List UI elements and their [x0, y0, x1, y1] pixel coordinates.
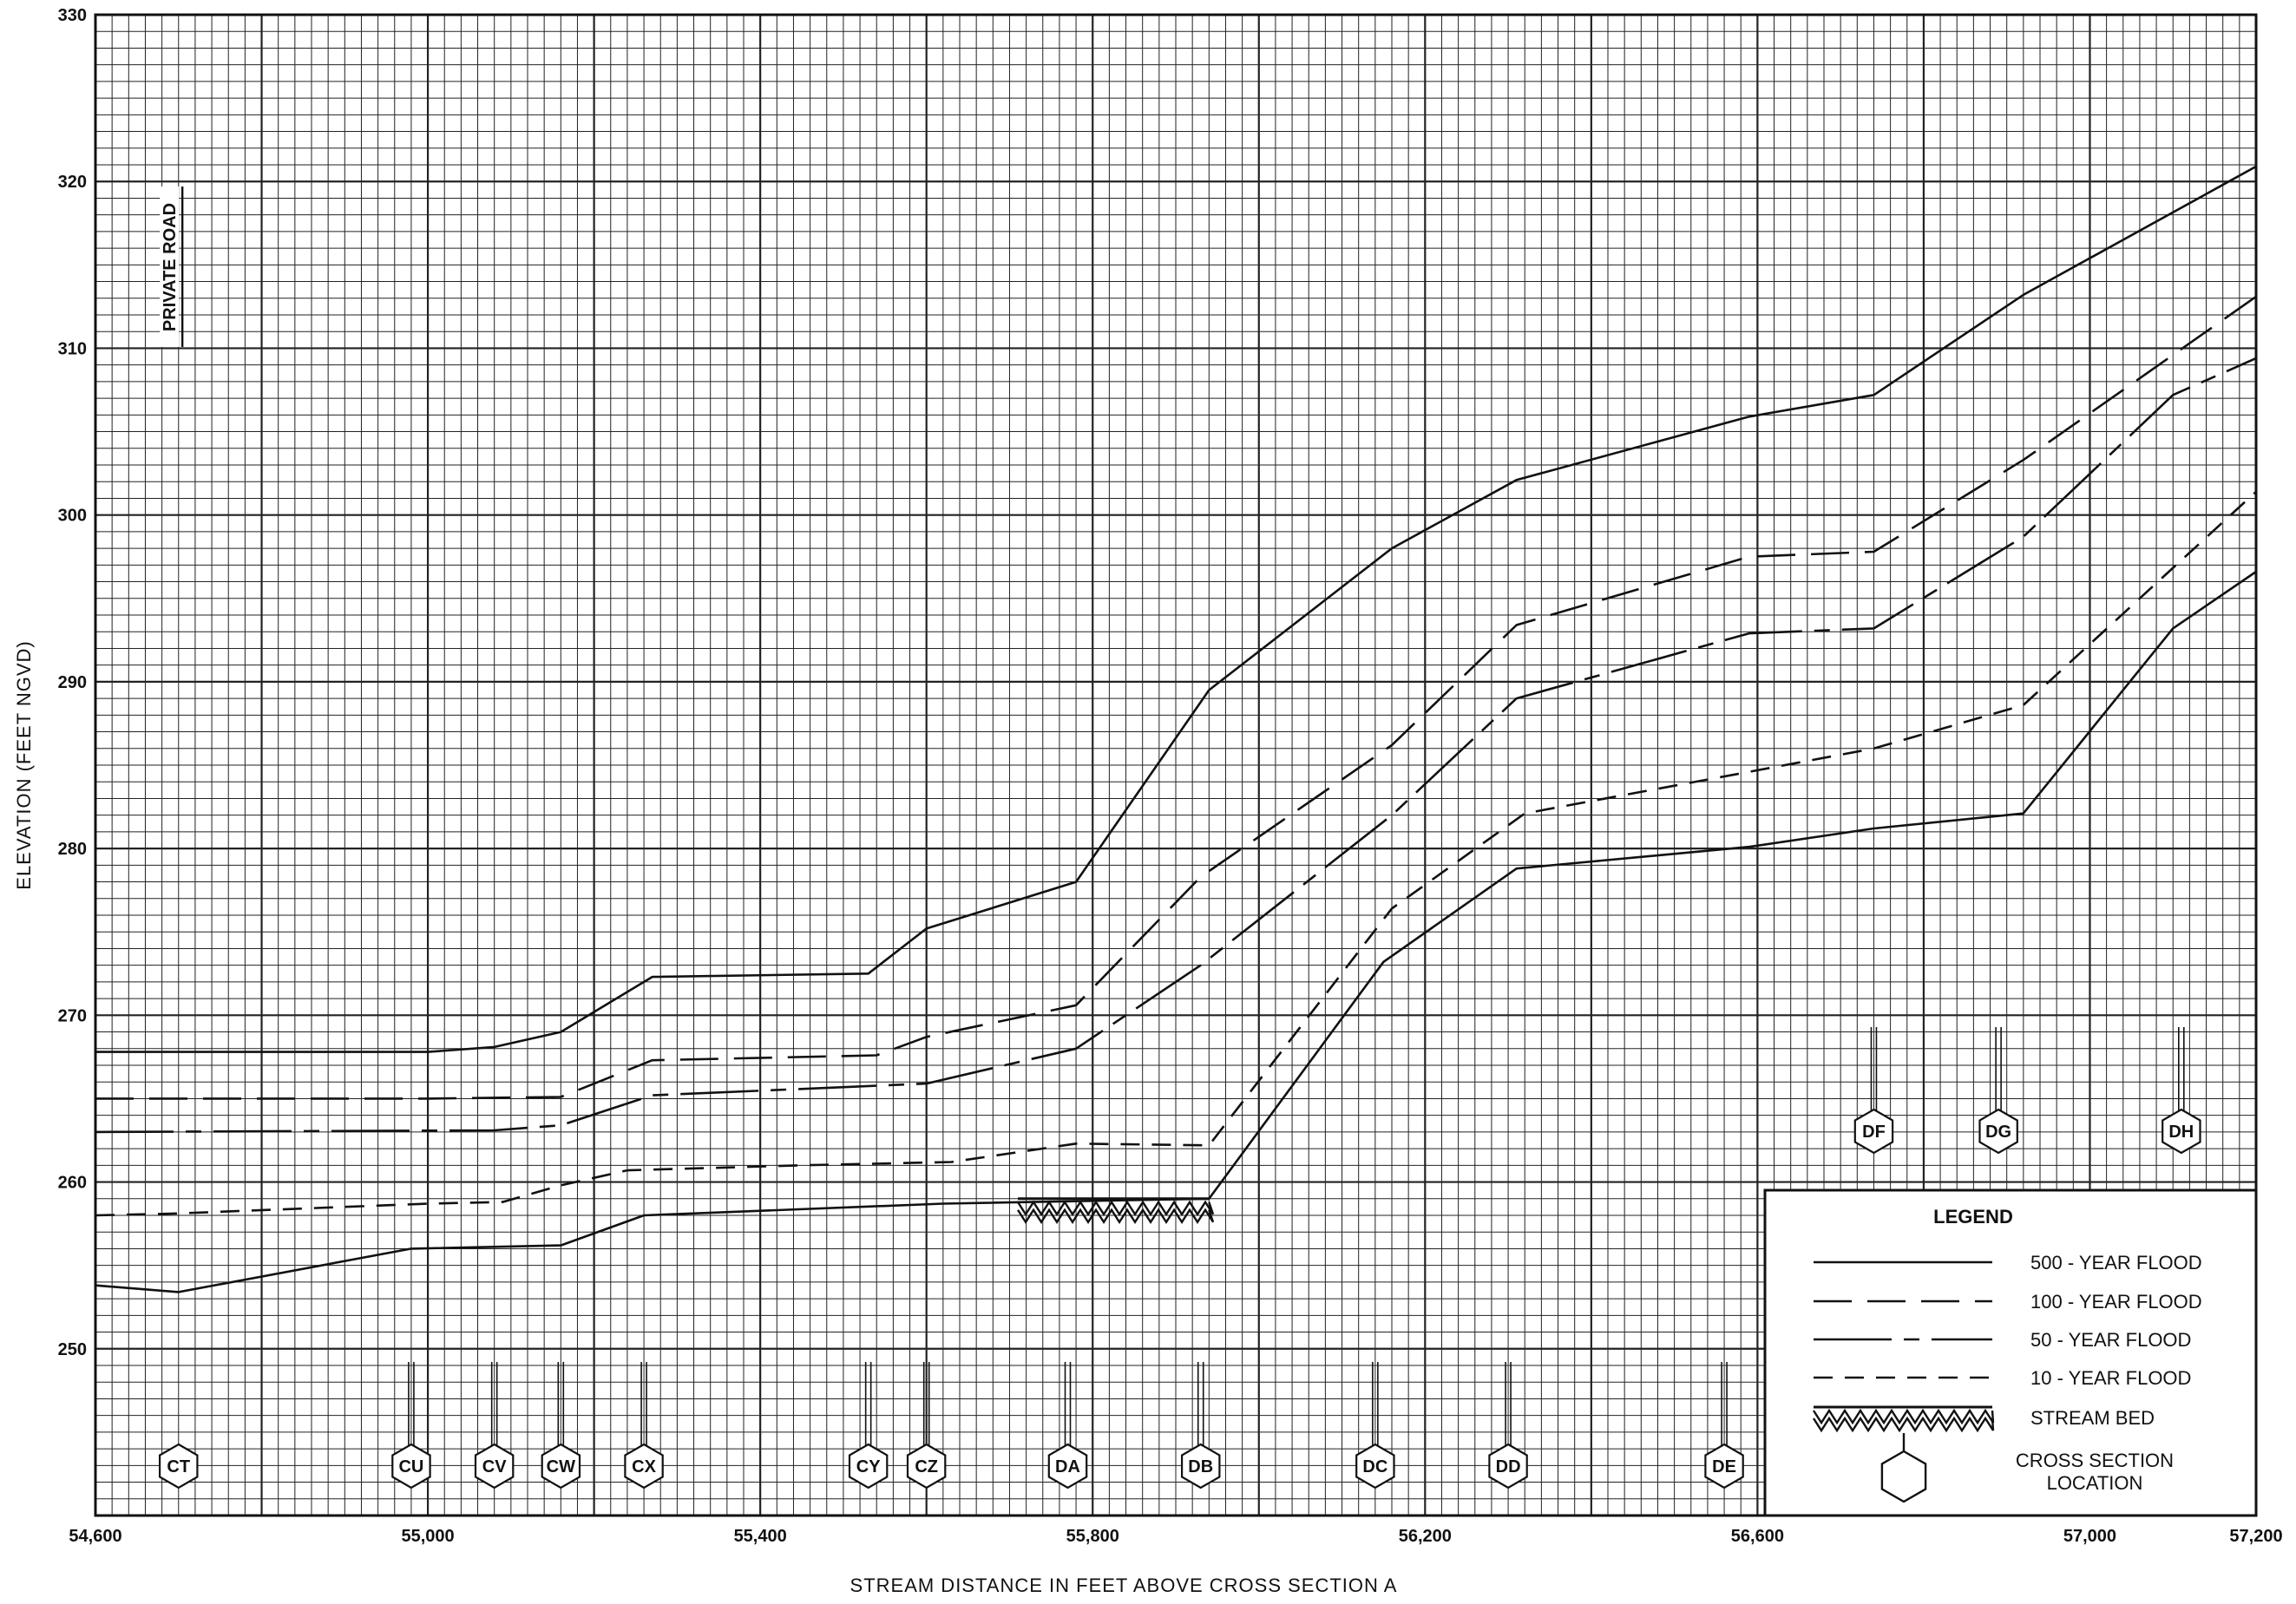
hexagon-icon	[906, 1443, 947, 1489]
x-tick-label: 55,000	[401, 1527, 454, 1546]
legend-label: 50 - YEAR FLOOD	[2030, 1329, 2191, 1351]
cross-section-cv: CV	[474, 1362, 515, 1489]
cross-section-df: DF	[1853, 1027, 1894, 1155]
cross-section-da: DA	[1047, 1362, 1088, 1489]
x-tick-label: 56,200	[1399, 1527, 1452, 1546]
annotations: PRIVATE ROAD	[160, 187, 184, 347]
legend-entry: STREAM BED	[1812, 1405, 2155, 1433]
legend-label: CROSS SECTION	[2016, 1450, 2174, 1471]
y-tick-label: 310	[58, 339, 87, 358]
hexagon-icon	[1704, 1443, 1744, 1489]
cross-section-label: CV	[482, 1457, 507, 1476]
legend-label: 100 - YEAR FLOOD	[2030, 1291, 2202, 1313]
cross-section-cy: CY	[848, 1362, 889, 1489]
x-tick-label: 54,600	[69, 1527, 121, 1546]
series-line-10-year-flood	[95, 490, 2256, 1217]
cross-section-label: CU	[398, 1457, 423, 1476]
cross-section-ct: CT	[159, 1443, 199, 1489]
cross-section-label: DF	[1862, 1123, 1886, 1142]
cross-section-markers: CT CU CV CW CX CY CZ DA DB DC DD DE DF DG DH	[159, 1027, 2201, 1489]
cross-section-cz: CZ	[906, 1362, 947, 1489]
series-line-500-year-flood	[95, 165, 2256, 1053]
y-tick-label: 290	[58, 673, 87, 692]
cross-section-db: DB	[1181, 1362, 1221, 1489]
hexagon-icon	[624, 1443, 664, 1489]
x-tick-label: 56,600	[1731, 1527, 1784, 1546]
cross-section-cu: CU	[391, 1362, 431, 1489]
x-tick-label: 55,800	[1066, 1527, 1119, 1546]
legend-label: 10 - YEAR FLOOD	[2030, 1367, 2191, 1389]
cross-section-de: DE	[1704, 1362, 1744, 1489]
series-line-100-year-flood	[95, 295, 2256, 1100]
series-line-50-year-flood	[95, 357, 2256, 1134]
y-tick-label: 330	[58, 6, 87, 25]
cross-section-label: CT	[167, 1457, 190, 1476]
legend-entry: 50 - YEAR FLOOD	[1814, 1329, 2191, 1351]
hexagon-icon	[1488, 1443, 1528, 1489]
legend-label: STREAM BED	[2030, 1407, 2155, 1429]
legend-box	[1763, 1188, 2258, 1517]
series-layer	[95, 165, 2256, 1293]
cross-section-label: DC	[1362, 1457, 1387, 1476]
private-road-label: PRIVATE ROAD	[161, 203, 180, 331]
y-tick-label: 250	[58, 1340, 87, 1359]
hexagon-icon	[391, 1443, 431, 1489]
hexagon-icon	[159, 1443, 199, 1489]
cross-section-dc: DC	[1355, 1362, 1395, 1489]
x-axis-title: STREAM DISTANCE IN FEET ABOVE CROSS SECT…	[850, 1575, 1398, 1596]
x-tick-label: 57,200	[2229, 1527, 2282, 1546]
cross-section-label: DB	[1188, 1457, 1213, 1476]
cross-section-label: DG	[1985, 1123, 2011, 1142]
hexagon-icon	[1853, 1108, 1894, 1155]
x-tick-label: 57,000	[2063, 1527, 2116, 1546]
y-tick-label: 270	[58, 1006, 87, 1025]
hexagon-icon	[1181, 1443, 1221, 1489]
legend-hatch-icon	[1812, 1405, 1995, 1433]
cross-section-label: CX	[632, 1457, 656, 1476]
cross-section-label: DA	[1055, 1457, 1080, 1476]
private-road-annotation: PRIVATE ROAD	[160, 187, 184, 347]
cross-section-cx: CX	[624, 1362, 664, 1489]
series-line-stream-bed	[95, 570, 2256, 1293]
legend-title: LEGEND	[1933, 1206, 2013, 1228]
y-tick-label: 300	[58, 507, 87, 526]
stream-bed-hatch	[1017, 1197, 1215, 1224]
legend-label: 500 - YEAR FLOOD	[2030, 1252, 2202, 1273]
y-tick-label: 280	[58, 840, 87, 859]
legend-entry: 10 - YEAR FLOOD	[1814, 1367, 2191, 1389]
cross-section-cw: CW	[541, 1362, 581, 1489]
hexagon-icon	[541, 1443, 581, 1489]
cross-section-label: DD	[1496, 1457, 1521, 1476]
cross-section-label: CZ	[915, 1457, 938, 1476]
hexagon-icon	[474, 1443, 515, 1489]
legend-entry: 500 - YEAR FLOOD	[1814, 1252, 2202, 1273]
cross-section-label: DH	[2168, 1123, 2194, 1142]
cross-section-dg: DG	[1978, 1027, 2018, 1155]
stream-bed-marker	[1017, 1197, 1215, 1224]
legend-entry: 100 - YEAR FLOOD	[1814, 1291, 2202, 1313]
legend: LEGEND 500 - YEAR FLOOD 100 - YEAR FLOOD 50…	[1763, 1188, 2258, 1517]
y-tick-label: 320	[58, 173, 87, 192]
axes: 250 260 270 280 290 300 310 320 330 54,600 55,000 5…	[13, 6, 2283, 1596]
x-tick-label: 55,400	[734, 1527, 787, 1546]
cross-section-label: CY	[856, 1457, 881, 1476]
legend-label-line2: LOCATION	[2047, 1472, 2143, 1494]
cross-section-label: CW	[547, 1457, 575, 1476]
legend-hexagon-icon	[1880, 1450, 1927, 1503]
y-axis-title: ELEVATION (FEET NGVD)	[13, 640, 35, 889]
hexagon-icon	[1978, 1108, 2018, 1155]
y-tick-label: 260	[58, 1174, 87, 1193]
cross-section-label: DE	[1712, 1457, 1736, 1476]
cross-section-dh: DH	[2162, 1027, 2201, 1155]
hexagon-icon	[2162, 1108, 2201, 1155]
hexagon-icon	[1047, 1443, 1088, 1489]
hexagon-icon	[1355, 1443, 1395, 1489]
hexagon-icon	[848, 1443, 889, 1489]
plot-frame	[94, 13, 2258, 1517]
cross-section-dd: DD	[1488, 1362, 1528, 1489]
